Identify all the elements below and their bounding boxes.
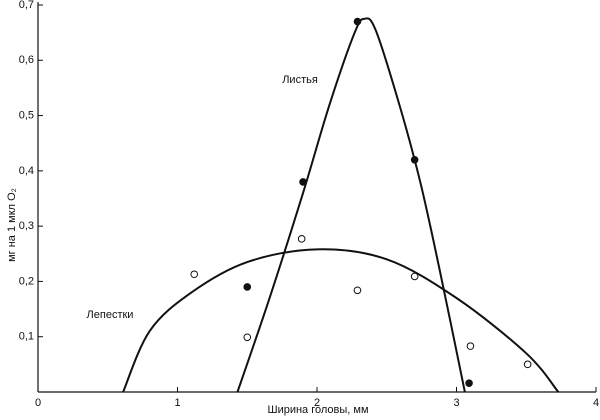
y-tick-label: 0,2 — [19, 275, 34, 287]
fit-curve — [122, 248, 560, 393]
x-tick-label: 4 — [593, 397, 599, 409]
data-point — [243, 283, 252, 291]
y-tick-label: 0,3 — [19, 220, 34, 232]
fit-curve — [236, 17, 466, 393]
data-point — [410, 272, 419, 281]
y-tick-label: 0,6 — [19, 54, 34, 66]
x-axis-label: Ширина головы, мм — [267, 404, 368, 416]
series-label: Лепестки — [87, 309, 134, 321]
x-tick-label: 2 — [314, 397, 320, 409]
data-point — [410, 156, 419, 164]
y-axis-label: мг на 1 мкл O₂ — [6, 188, 18, 262]
data-point — [353, 17, 362, 26]
y-tick-label: 0,5 — [19, 109, 34, 121]
x-tick-label: 3 — [453, 397, 459, 409]
y-tick-label: 0,7 — [19, 0, 34, 11]
x-tick-label: 1 — [174, 397, 180, 409]
data-point — [297, 235, 306, 243]
data-point — [243, 333, 252, 342]
data-point — [190, 270, 199, 279]
x-tick-label: 0 — [35, 397, 41, 409]
y-tick-label: 0,1 — [19, 331, 34, 343]
y-tick-label: 0,4 — [19, 165, 34, 177]
data-point — [466, 342, 475, 350]
data-point — [353, 286, 362, 295]
data-point — [523, 360, 532, 369]
data-point — [299, 178, 307, 186]
data-point — [465, 379, 473, 387]
series-label: Листья — [282, 74, 318, 86]
